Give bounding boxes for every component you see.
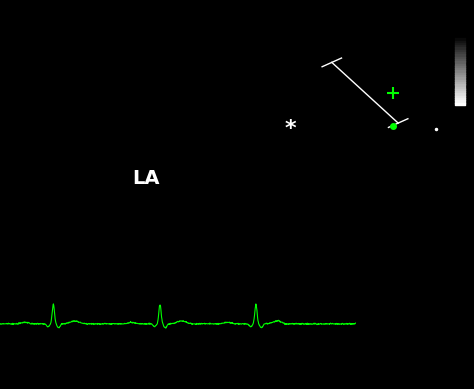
Polygon shape	[0, 0, 474, 266]
Text: Figure 2:: Figure 2:	[9, 345, 63, 355]
Text: *: *	[284, 119, 296, 139]
Text: Transesophageal echocardiogram reveals a large echogenic density (aster-
isk) in: Transesophageal echocardiogram reveals a…	[73, 345, 469, 367]
Text: LA: LA	[133, 169, 160, 188]
